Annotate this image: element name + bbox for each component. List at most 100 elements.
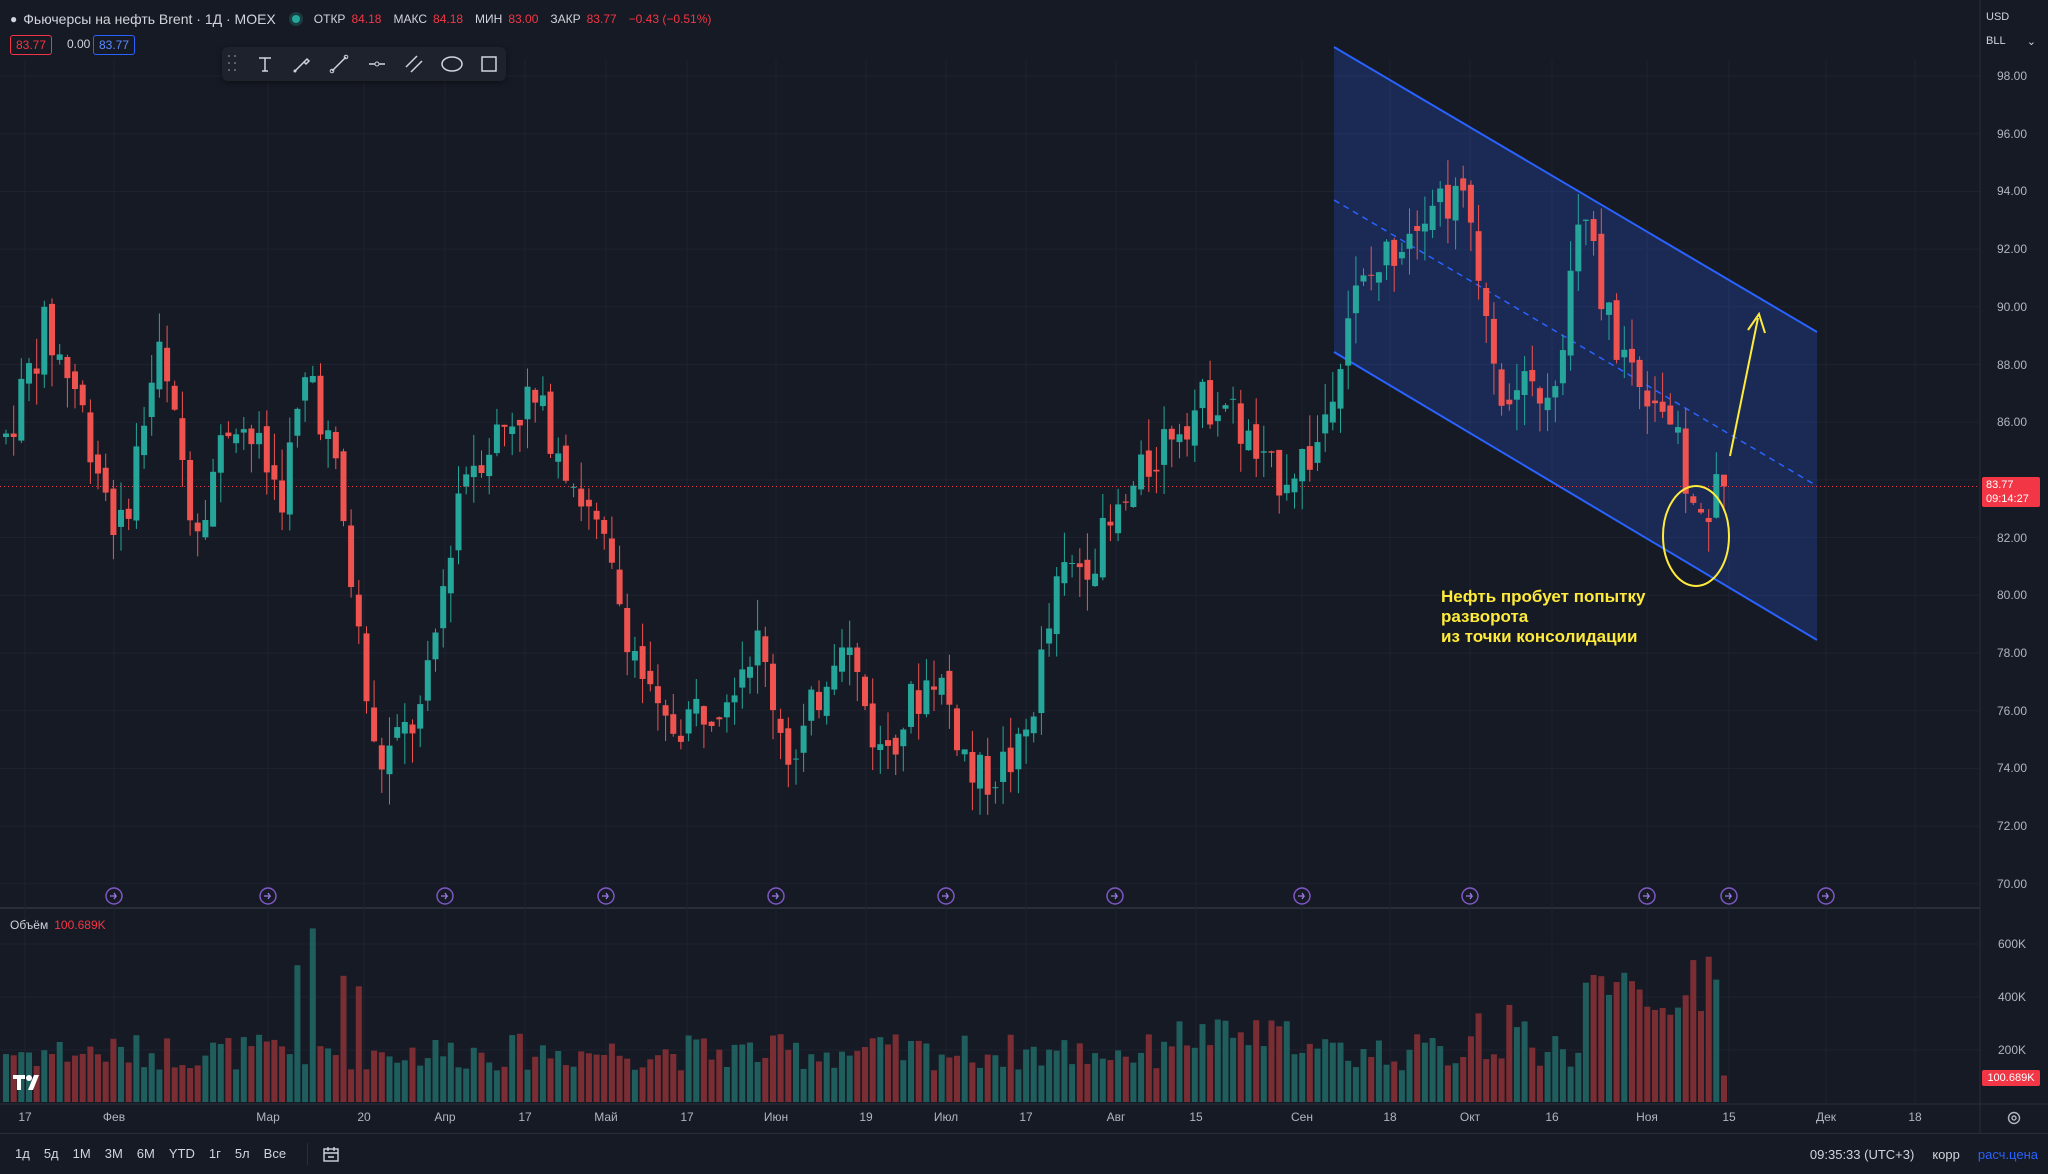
candle-body (3, 433, 9, 437)
candle (1138, 440, 1145, 496)
volume-bar (777, 1034, 784, 1102)
range-button-Все[interactable]: Все (263, 1146, 287, 1161)
rectangle-tool-icon[interactable] (473, 50, 506, 78)
range-button-5л[interactable]: 5л (234, 1146, 250, 1161)
candle-body (194, 522, 201, 532)
clock[interactable]: 09:35:33 (UTC+3) (1809, 1147, 1915, 1162)
candle-body (1444, 184, 1451, 219)
range-button-3М[interactable]: 3М (104, 1146, 123, 1161)
unit-selector[interactable]: BLL ⌄ (1982, 31, 2040, 51)
highlight-ellipse[interactable] (1662, 485, 1730, 587)
channel-top-line[interactable] (1333, 46, 1818, 333)
calendar-range-icon[interactable] (307, 1143, 340, 1165)
candle-body (470, 465, 477, 478)
event-arrow-icon (1725, 892, 1733, 900)
candle (923, 659, 930, 718)
event-markers[interactable] (105, 887, 1835, 905)
volume-bar (1529, 1047, 1536, 1102)
price-tick-label: 76.00 (1996, 703, 2028, 718)
adjustment-toggle[interactable]: корр (1932, 1147, 1960, 1162)
high-label: МАКС (393, 12, 428, 26)
candle (654, 664, 661, 731)
volume-bar (256, 1034, 263, 1102)
settlement-price-toggle[interactable]: расч.цена (1977, 1147, 2038, 1162)
candle-body (846, 647, 853, 655)
bid-price-box[interactable]: 83.77 (10, 35, 53, 55)
trend-line-tool-icon[interactable] (323, 50, 356, 78)
range-button-5д[interactable]: 5д (43, 1146, 59, 1161)
candle-body (409, 724, 416, 734)
volume-bar (332, 1055, 339, 1102)
range-button-1М[interactable]: 1М (72, 1146, 91, 1161)
candle-body (87, 412, 94, 463)
candle (210, 458, 217, 527)
candle (908, 681, 914, 734)
forecast-arrow[interactable] (1729, 317, 1759, 457)
candle-body (816, 691, 822, 711)
settings-icon[interactable] (2006, 1110, 2022, 1126)
volume-bar (716, 1049, 723, 1102)
candle (1107, 504, 1114, 542)
ask-price-box[interactable]: 83.77 (93, 35, 136, 55)
ellipse-tool-icon[interactable] (435, 50, 468, 78)
open-label: ОТКР (313, 12, 346, 26)
channel-bottom-line[interactable] (1333, 351, 1818, 641)
candle-body (1629, 348, 1635, 363)
parallel-channel-tool-icon[interactable] (398, 50, 431, 78)
candle-body (670, 714, 677, 734)
range-button-1д[interactable]: 1д (15, 1146, 30, 1161)
candle (233, 428, 240, 454)
candle-body (1276, 449, 1283, 496)
channel-mid-line (1333, 199, 1818, 487)
volume-bar (854, 1050, 861, 1102)
candle-body (723, 702, 730, 718)
candle-body (931, 686, 937, 690)
symbol-title[interactable]: Фьючерсы на нефть Brent · 1Д · MOEX (23, 11, 276, 27)
range-button-1г[interactable]: 1г (208, 1146, 221, 1161)
candle-body (700, 706, 707, 725)
candle (1253, 398, 1260, 477)
range-button-YTD[interactable]: YTD (168, 1146, 195, 1161)
annotation-text[interactable]: Нефть пробует попытку разворота из точки… (1441, 587, 1645, 647)
volume-bar (1176, 1021, 1183, 1102)
range-button-6М[interactable]: 6М (136, 1146, 155, 1161)
tradingview-logo[interactable] (12, 1073, 46, 1091)
candle-body (1161, 429, 1168, 465)
candle (578, 462, 585, 522)
candle-body (562, 445, 569, 481)
time-tick-label: 17 (680, 1110, 694, 1124)
candle-series (3, 160, 1727, 815)
candle-body (478, 465, 485, 473)
candle (731, 677, 738, 725)
price-tick-label: 72.00 (1996, 819, 2028, 834)
candle-body (954, 708, 960, 751)
candle (18, 358, 25, 443)
candle-body (401, 722, 408, 734)
candle (271, 433, 278, 500)
candle (685, 701, 692, 742)
text-tool-icon[interactable] (248, 50, 281, 78)
drag-handle-icon[interactable] (228, 55, 238, 73)
candle (992, 781, 999, 804)
candle (286, 417, 293, 531)
candle-body (862, 676, 868, 707)
volume-bar (340, 975, 347, 1102)
candle (455, 466, 462, 565)
volume-bar (1207, 1045, 1214, 1102)
market-status-icon[interactable] (291, 15, 300, 23)
volume-bar (1690, 960, 1697, 1102)
candle-body (1329, 401, 1336, 423)
candle-body (1076, 563, 1083, 568)
candle (1283, 454, 1290, 501)
currency-selector[interactable]: USD (1982, 7, 2040, 27)
horizontal-line-tool-icon[interactable] (360, 50, 393, 78)
brush-tool-icon[interactable] (285, 50, 318, 78)
candle-body (1352, 285, 1359, 314)
candle-body (1230, 398, 1237, 400)
candle (524, 368, 531, 449)
candle-body (1291, 478, 1298, 493)
time-tick-label: Июл (933, 1110, 959, 1124)
volume-bar (816, 1061, 822, 1102)
candle (762, 626, 769, 687)
